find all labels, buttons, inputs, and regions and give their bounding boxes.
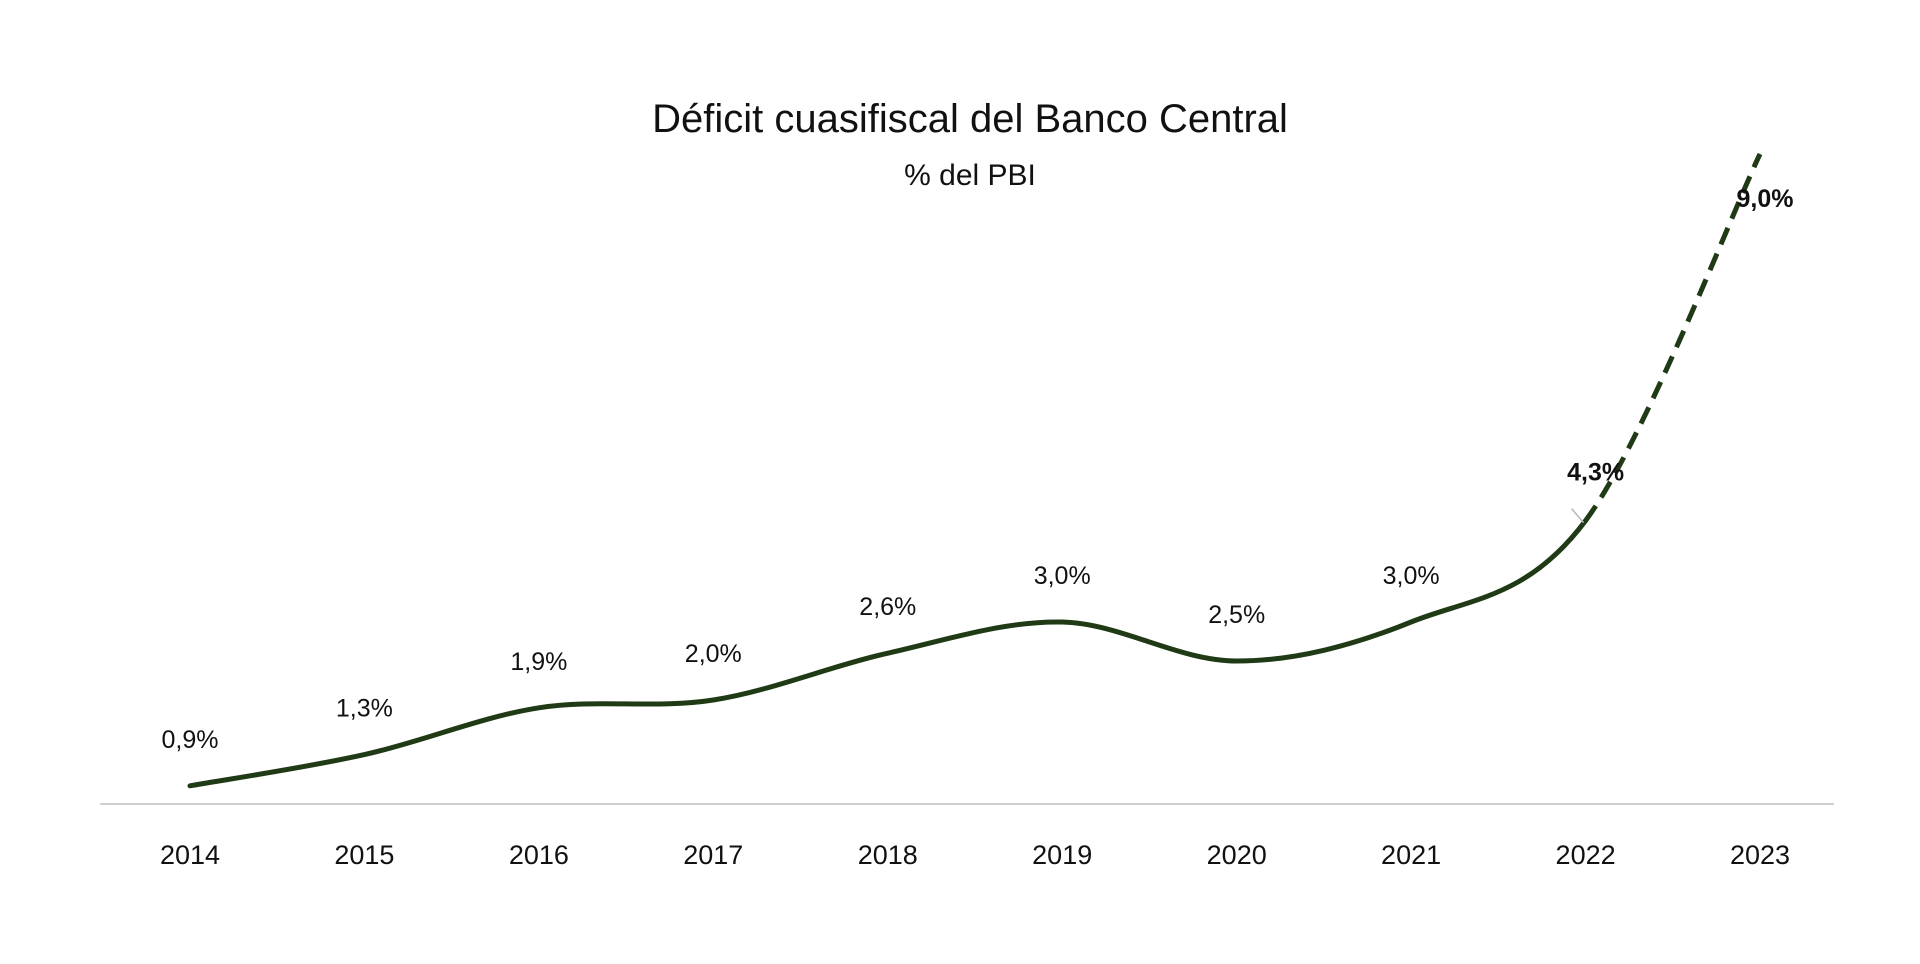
data-label-2017: 2,0% xyxy=(685,640,742,668)
data-label-2020: 2,5% xyxy=(1208,601,1265,629)
data-label-2022: 4,3% xyxy=(1567,459,1624,487)
data-label-2019: 3,0% xyxy=(1034,562,1091,590)
x-tick-label-2018: 2018 xyxy=(858,840,918,870)
data-label-2023: 9,0% xyxy=(1737,185,1794,213)
series-line-projected xyxy=(1583,152,1763,523)
chart-subtitle: % del PBI xyxy=(904,159,1036,192)
data-label-2014: 0,9% xyxy=(162,726,219,754)
chart-title: Déficit cuasifiscal del Banco Central xyxy=(652,97,1288,141)
data-label-2021: 3,0% xyxy=(1383,562,1440,590)
data-label-2018: 2,6% xyxy=(859,593,916,621)
data-label-2015: 1,3% xyxy=(336,695,393,723)
x-tick-label-2020: 2020 xyxy=(1207,840,1267,870)
x-tick-label-2015: 2015 xyxy=(334,840,394,870)
series-line-solid xyxy=(187,518,1589,789)
x-tick-label-2014: 2014 xyxy=(160,840,220,870)
x-tick-label-2021: 2021 xyxy=(1381,840,1441,870)
x-axis-ticks: 2014 2015 2016 2017 2018 2019 2020 2021 2022 2023 xyxy=(160,840,1790,870)
x-tick-label-2017: 2017 xyxy=(683,840,743,870)
plot-area xyxy=(187,152,1763,789)
x-tick-label-2023: 2023 xyxy=(1730,840,1790,870)
data-label-2016: 1,9% xyxy=(510,648,567,676)
data-labels: 0,9% 1,3% 1,9% 2,0% 2,6% 3,0% 2,5% 3,0% 4,3% 9,0% xyxy=(162,185,1794,754)
x-tick-label-2022: 2022 xyxy=(1556,840,1616,870)
x-tick-label-2019: 2019 xyxy=(1032,840,1092,870)
label-leader-line xyxy=(1570,508,1585,524)
x-tick-label-2016: 2016 xyxy=(509,840,569,870)
